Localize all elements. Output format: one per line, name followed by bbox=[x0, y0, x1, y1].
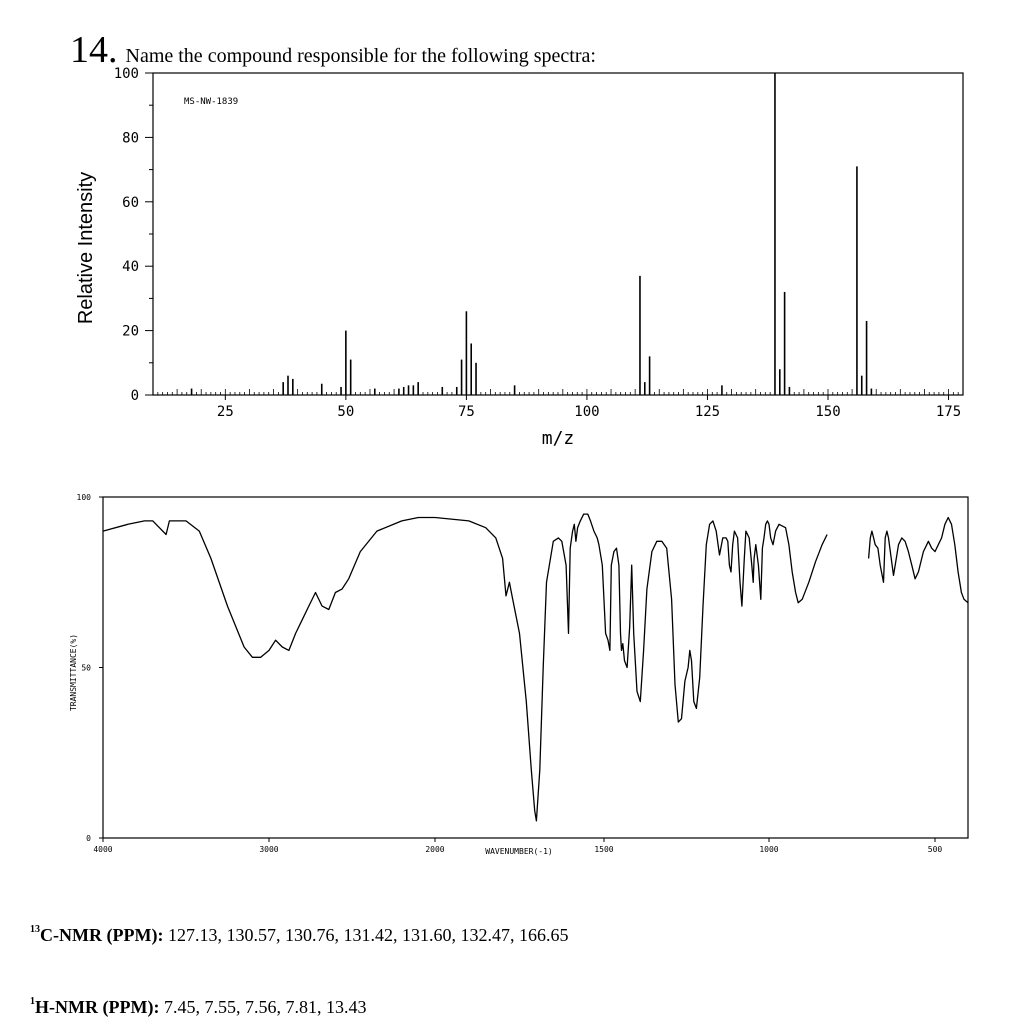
ms-y-tick-label: 60 bbox=[122, 195, 139, 211]
ms-y-tick-label: 80 bbox=[122, 130, 139, 146]
ir-x-axis-label: WAVENUMBER(-1) bbox=[485, 847, 552, 856]
ir-plot-frame bbox=[102, 496, 969, 839]
ms-y-tick-label: 100 bbox=[114, 66, 139, 82]
ms-x-tick-label: 125 bbox=[695, 404, 720, 420]
ir-x-tick-label: 3000 bbox=[259, 845, 278, 854]
h1-nmr-values: 7.45, 7.55, 7.56, 7.81, 13.43 bbox=[163, 997, 367, 1017]
ms-x-tick-label: 50 bbox=[337, 404, 354, 420]
ir-y-tick-label: 100 bbox=[77, 493, 92, 502]
ir-x-tick-label: 2000 bbox=[425, 845, 444, 854]
ir-x-tick-label: 4000 bbox=[93, 845, 112, 854]
ms-x-tick-label: 75 bbox=[458, 404, 475, 420]
ms-x-tick-label: 100 bbox=[574, 404, 599, 420]
ms-chart-title: MS-NW-1839 bbox=[184, 97, 238, 107]
ms-x-tick-label: 175 bbox=[936, 404, 961, 420]
ms-plot-frame bbox=[152, 72, 964, 396]
question-number: 14. bbox=[70, 29, 118, 71]
ms-y-tick-label: 20 bbox=[122, 324, 139, 340]
h1-nmr-label: H-NMR (PPM): bbox=[35, 997, 160, 1017]
c13-isotope: 13 bbox=[30, 924, 40, 935]
c13-nmr-line: 13C-NMR (PPM): 127.13, 130.57, 130.76, 1… bbox=[30, 924, 568, 946]
ir-y-axis-label: TRANSMITTANCE(%) bbox=[69, 634, 78, 711]
ir-spectrum-line bbox=[102, 513, 828, 822]
c13-nmr-label: C-NMR (PPM): bbox=[40, 925, 164, 945]
ir-x-tick-label: 500 bbox=[928, 845, 943, 854]
ir-spectrum-chart: 4000 3000 2000 1500 1000 500 0 50 100 WAVENUMBER(… bbox=[69, 493, 969, 856]
h1-nmr-line: 1H-NMR (PPM): 7.45, 7.55, 7.56, 7.81, 13… bbox=[30, 996, 366, 1018]
ir-y-tick-label: 0 bbox=[86, 834, 91, 843]
ir-x-tick-label: 1000 bbox=[759, 845, 778, 854]
mass-spectrum-chart: 25 50 75 100 125 150 175 0 20 40 60 80 100 MS-NW-1839… bbox=[75, 66, 964, 449]
ir-x-tick-label: 1500 bbox=[594, 845, 613, 854]
question-text: Name the compound responsible for the fo… bbox=[125, 45, 596, 67]
ms-y-axis-label: Relative Intensity bbox=[75, 172, 97, 324]
question-heading: 14. Name the compound responsible for th… bbox=[70, 28, 596, 72]
ir-y-tick-label: 50 bbox=[81, 664, 91, 673]
ms-x-axis-label: m/z bbox=[542, 428, 575, 449]
ms-y-tick-label: 0 bbox=[131, 388, 139, 404]
ms-y-tick-label: 40 bbox=[122, 259, 139, 275]
ir-spectrum-line bbox=[867, 516, 969, 604]
ms-x-tick-label: 150 bbox=[815, 404, 840, 420]
h1-isotope: 1 bbox=[30, 996, 35, 1007]
c13-nmr-values: 127.13, 130.57, 130.76, 131.42, 131.60, … bbox=[167, 925, 569, 945]
ms-x-tick-label: 25 bbox=[217, 404, 234, 420]
